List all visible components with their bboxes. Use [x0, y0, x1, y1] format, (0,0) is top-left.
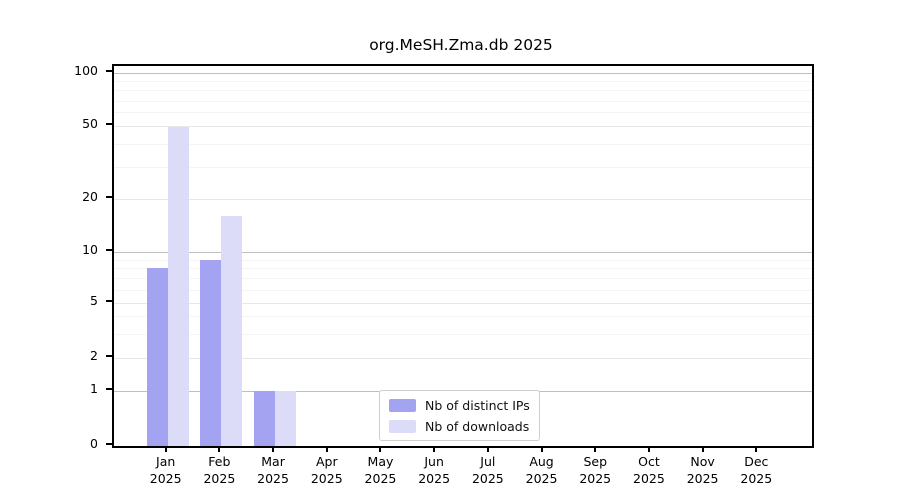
y-tick-mark [106, 300, 112, 302]
bar-distinct-ips-feb [200, 259, 222, 446]
x-axis-tick-label: Dec 2025 [726, 453, 786, 487]
minor-gridline [114, 316, 812, 318]
y-axis-tick-label: 0 [90, 436, 98, 451]
year-label: 2025 [257, 471, 289, 486]
x-tick-mark [701, 446, 704, 452]
gridline-50 [114, 126, 812, 128]
gridline-20 [114, 199, 812, 200]
gridline-2 [114, 357, 812, 359]
x-axis-tick-label: Jun 2025 [404, 453, 464, 487]
year-label: 2025 [471, 471, 504, 486]
minor-gridline [114, 268, 812, 270]
legend: Nb of distinct IPs Nb of downloads [379, 390, 540, 441]
year-label: 2025 [149, 471, 182, 486]
y-tick-mark [106, 123, 112, 126]
y-tick-mark [106, 196, 112, 198]
year-label: 2025 [579, 471, 612, 486]
y-axis-tick-label: 100 [74, 62, 98, 78]
x-axis-tick-label: Jan 2025 [136, 453, 196, 487]
month-label: Jul [480, 454, 496, 469]
x-tick-mark [164, 446, 167, 452]
x-tick-mark [594, 446, 597, 452]
bar-downloads-mar [275, 391, 297, 446]
x-tick-mark [540, 446, 543, 452]
x-axis-tick-label: Oct 2025 [619, 453, 679, 487]
month-label: Dec [744, 454, 769, 469]
month-label: Nov [690, 454, 715, 469]
legend-item: Nb of downloads [389, 417, 530, 435]
y-axis-tick-label: 50 [82, 116, 98, 132]
y-axis-tick-label: 10 [82, 242, 98, 257]
minor-gridline [114, 90, 812, 92]
month-label: Apr [315, 454, 338, 469]
bar-distinct-ips-mar [254, 391, 276, 446]
x-axis-tick-label: May 2025 [350, 453, 410, 487]
minor-gridline [114, 166, 812, 168]
bar-distinct-ips-jan [146, 268, 168, 446]
minor-gridline [114, 289, 812, 291]
bar-downloads-feb [221, 216, 243, 446]
bar-downloads-jan [167, 126, 189, 446]
month-label: Sep [583, 454, 607, 469]
month-label: Feb [208, 454, 231, 469]
month-label: Mar [261, 454, 285, 469]
minor-gridline [114, 112, 812, 114]
y-tick-mark [106, 354, 112, 357]
x-axis-tick-label: Aug 2025 [512, 453, 572, 487]
chart-title: org.MeSH.Zma.db 2025 [369, 36, 553, 54]
x-axis-tick-label: Feb 2025 [189, 453, 249, 487]
x-tick-mark [433, 446, 436, 452]
year-label: 2025 [740, 471, 773, 486]
year-label: 2025 [633, 471, 665, 486]
legend-label: Nb of downloads [425, 418, 530, 434]
minor-gridline [114, 278, 812, 280]
minor-gridline [114, 144, 812, 146]
year-label: 2025 [364, 471, 397, 486]
gridline-100 [114, 72, 812, 74]
y-axis-tick-label: 1 [90, 381, 98, 396]
year-label: 2025 [686, 471, 719, 486]
x-axis-tick-label: Apr 2025 [297, 453, 357, 487]
y-tick-mark [106, 249, 112, 251]
year-label: 2025 [203, 471, 236, 486]
y-axis-tick-label: 20 [82, 189, 98, 204]
gridline-5 [114, 303, 812, 304]
y-tick-mark [106, 443, 112, 445]
y-tick-mark [106, 69, 112, 72]
legend-item: Nb of distinct IPs [389, 396, 530, 414]
legend-label: Nb of distinct IPs [425, 397, 530, 413]
minor-gridline [114, 259, 812, 261]
y-axis-tick-label: 5 [90, 293, 98, 308]
month-label: Jan [156, 454, 176, 469]
legend-swatch [389, 419, 416, 433]
legend-swatch [389, 398, 416, 412]
minor-gridline [114, 100, 812, 102]
month-label: May [367, 454, 394, 469]
x-tick-mark [647, 446, 650, 452]
y-axis-tick-label: 2 [90, 347, 98, 363]
minor-gridline [114, 333, 812, 335]
year-label: 2025 [525, 471, 558, 486]
x-axis-tick-label: Nov 2025 [673, 453, 733, 487]
month-label: Aug [529, 454, 554, 469]
month-label: Oct [638, 454, 660, 469]
x-axis-tick-label: Jul 2025 [458, 453, 518, 487]
x-tick-mark [379, 446, 382, 452]
month-label: Jun [424, 454, 444, 469]
x-tick-mark [218, 446, 221, 452]
x-tick-mark [272, 446, 275, 452]
gridline-10 [114, 252, 812, 253]
x-tick-mark [755, 446, 758, 452]
x-tick-mark [325, 446, 328, 452]
x-axis-tick-label: Mar 2025 [243, 453, 303, 487]
year-label: 2025 [418, 471, 451, 486]
y-tick-mark [106, 388, 112, 390]
x-tick-mark [486, 446, 489, 452]
plot-area: Nb of distinct IPs Nb of downloads [112, 64, 814, 448]
x-axis-tick-label: Sep 2025 [565, 453, 625, 487]
year-label: 2025 [310, 471, 343, 486]
minor-gridline [114, 81, 812, 83]
